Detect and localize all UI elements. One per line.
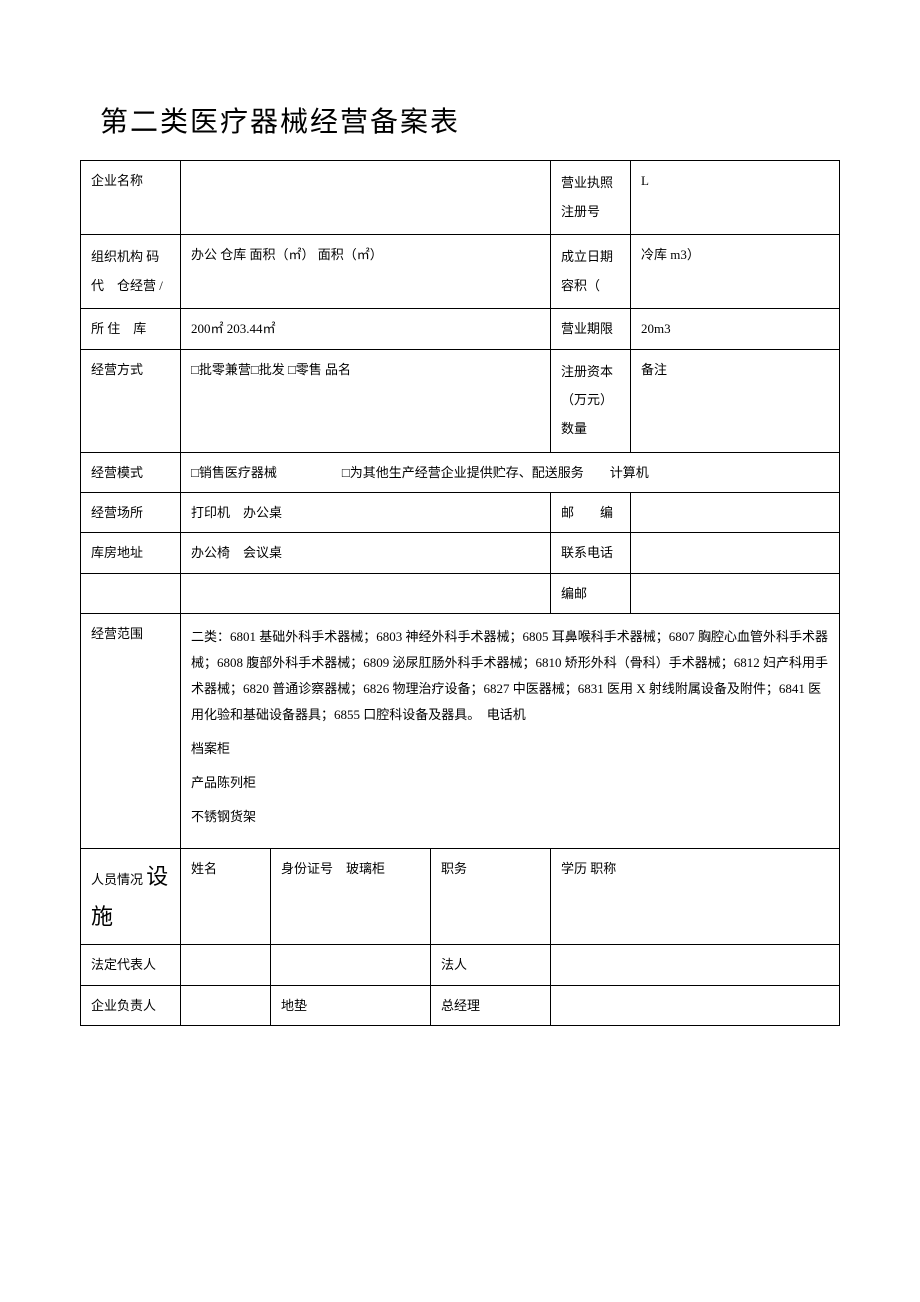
label-postcode2: 编邮 bbox=[551, 573, 631, 613]
label-company-name: 企业名称 bbox=[81, 161, 181, 235]
label-business-period: 营业期限 bbox=[551, 309, 631, 349]
row-business-mode: 经营模式 □销售医疗器械 □为其他生产经营企业提供贮存、配送服务 计算机 bbox=[81, 452, 840, 492]
value-business-period: 20m3 bbox=[631, 309, 840, 349]
row-org-code: 组织机构 码代 仓经营 / 办公 仓库 面积（㎡） 面积（㎡） 成立日期容积（ … bbox=[81, 235, 840, 309]
value-phone bbox=[631, 533, 840, 573]
legal-rep-name bbox=[181, 945, 271, 985]
col-position: 职务 bbox=[431, 849, 551, 945]
label-warehouse-address: 库房地址 bbox=[81, 533, 181, 573]
label-establish-date: 成立日期容积（ bbox=[551, 235, 631, 309]
row-company-name: 企业名称 营业执照注册号 L bbox=[81, 161, 840, 235]
value-area: 200㎡ 203.44㎡ bbox=[181, 309, 551, 349]
row-personnel-header: 人员情况 设施 姓名 身份证号 玻璃柜 职务 学历 职称 bbox=[81, 849, 840, 945]
scope-item3: 不锈钢货架 bbox=[191, 804, 829, 830]
row-business-type: 经营方式 □批零兼营□批发 □零售 品名 注册资本（万元）数量 备注 bbox=[81, 349, 840, 452]
filing-form-table: 企业名称 营业执照注册号 L 组织机构 码代 仓经营 / 办公 仓库 面积（㎡）… bbox=[80, 160, 840, 1026]
row-legal-rep: 法定代表人 法人 bbox=[81, 945, 840, 985]
label-business-scope: 经营范围 bbox=[81, 614, 181, 849]
col-education: 学历 职称 bbox=[551, 849, 840, 945]
row-business-location: 经营场所 打印机 办公桌 邮 编 bbox=[81, 492, 840, 532]
legal-rep-id bbox=[271, 945, 431, 985]
label-address-warehouse: 所 住 库 bbox=[81, 309, 181, 349]
value-business-scope: 二类：6801 基础外科手术器械；6803 神经外科手术器械；6805 耳鼻喉科… bbox=[181, 614, 840, 849]
label-business-mode: 经营模式 bbox=[81, 452, 181, 492]
form-title: 第二类医疗器械经营备案表 bbox=[80, 100, 840, 140]
row-company-head: 企业负责人 地垫 总经理 bbox=[81, 985, 840, 1025]
legal-rep-position: 法人 bbox=[431, 945, 551, 985]
scope-item2: 产品陈列柜 bbox=[191, 770, 829, 796]
label-company-head: 企业负责人 bbox=[81, 985, 181, 1025]
label-business-location: 经营场所 bbox=[81, 492, 181, 532]
value-license-no: L bbox=[631, 161, 840, 235]
company-head-position: 总经理 bbox=[431, 985, 551, 1025]
label-postcode: 邮 编 bbox=[551, 492, 631, 532]
col-name: 姓名 bbox=[181, 849, 271, 945]
value-org-code: 办公 仓库 面积（㎡） 面积（㎡） bbox=[181, 235, 551, 309]
value-business-mode: □销售医疗器械 □为其他生产经营企业提供贮存、配送服务 计算机 bbox=[181, 452, 840, 492]
scope-item1: 档案柜 bbox=[191, 736, 829, 762]
company-head-id: 地垫 bbox=[271, 985, 431, 1025]
row-business-scope: 经营范围 二类：6801 基础外科手术器械；6803 神经外科手术器械；6805… bbox=[81, 614, 840, 849]
personnel-small: 人员情况 bbox=[91, 872, 143, 887]
scope-text: 二类：6801 基础外科手术器械；6803 神经外科手术器械；6805 耳鼻喉科… bbox=[191, 624, 829, 728]
label-org-code: 组织机构 码代 仓经营 / bbox=[81, 235, 181, 309]
value-postcode2 bbox=[631, 573, 840, 613]
legal-rep-edu bbox=[551, 945, 840, 985]
label-registered-capital: 注册资本（万元）数量 bbox=[551, 349, 631, 452]
label-personnel: 人员情况 设施 bbox=[81, 849, 181, 945]
row-address-warehouse: 所 住 库 200㎡ 203.44㎡ 营业期限 20m3 bbox=[81, 309, 840, 349]
company-head-edu bbox=[551, 985, 840, 1025]
value-business-type: □批零兼营□批发 □零售 品名 bbox=[181, 349, 551, 452]
label-phone: 联系电话 bbox=[551, 533, 631, 573]
label-empty bbox=[81, 573, 181, 613]
label-business-type: 经营方式 bbox=[81, 349, 181, 452]
value-business-location: 打印机 办公桌 bbox=[181, 492, 551, 532]
label-license-no: 营业执照注册号 bbox=[551, 161, 631, 235]
value-warehouse-address: 办公椅 会议桌 bbox=[181, 533, 551, 573]
col-id: 身份证号 玻璃柜 bbox=[271, 849, 431, 945]
value-company-name bbox=[181, 161, 551, 235]
row-warehouse-address: 库房地址 办公椅 会议桌 联系电话 bbox=[81, 533, 840, 573]
row-postcode2: 编邮 bbox=[81, 573, 840, 613]
value-remark: 备注 bbox=[631, 349, 840, 452]
company-head-name bbox=[181, 985, 271, 1025]
value-postcode bbox=[631, 492, 840, 532]
label-legal-rep: 法定代表人 bbox=[81, 945, 181, 985]
value-empty bbox=[181, 573, 551, 613]
value-establish-date: 冷库 m3） bbox=[631, 235, 840, 309]
